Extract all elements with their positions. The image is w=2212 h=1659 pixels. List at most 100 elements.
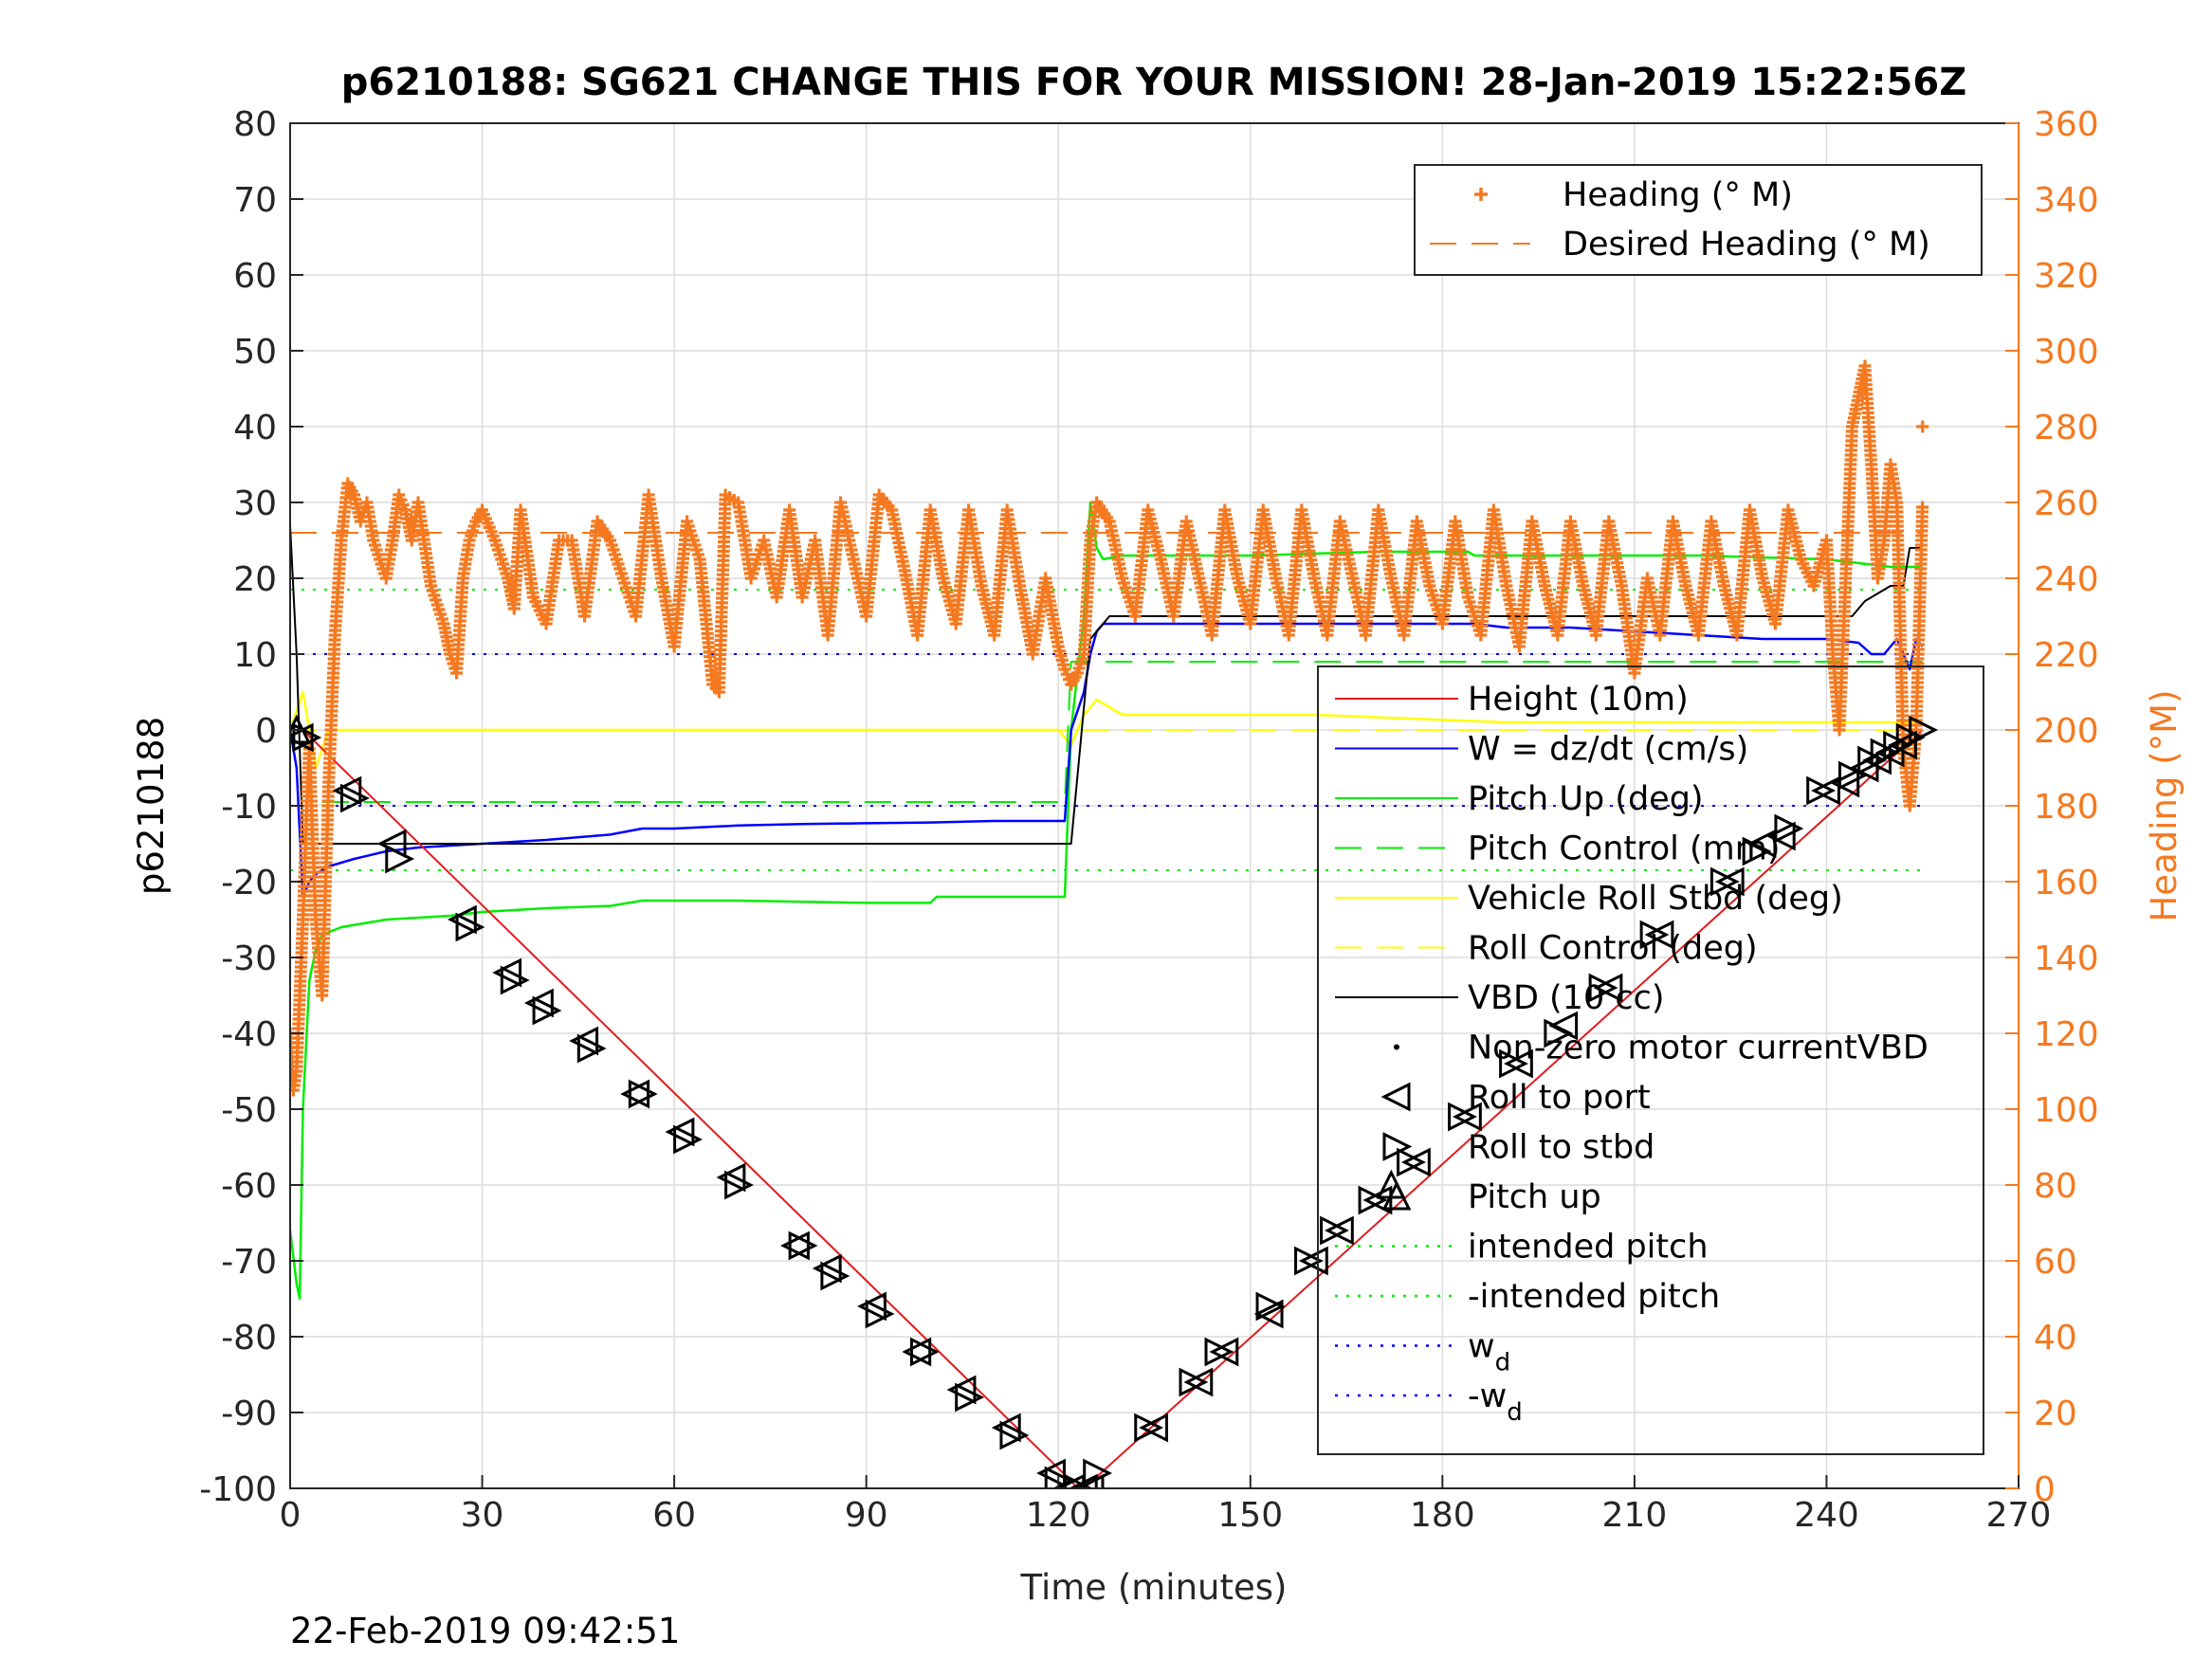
y-right-tick-label: 160: [2034, 864, 2099, 902]
chart-title: p6210188: SG621 CHANGE THIS FOR YOUR MIS…: [341, 61, 1966, 104]
legend-label-subscript: d: [1507, 1398, 1523, 1427]
x-tick-label: 210: [1602, 1496, 1668, 1535]
y-left-tick-label: -70: [221, 1243, 277, 1282]
roll-to-stbd-marker: [1255, 1291, 1286, 1322]
roll-to-port-marker: [1765, 821, 1796, 851]
legend-label-text: Pitch up: [1468, 1178, 1601, 1216]
roll-to-stbd-marker: [955, 1382, 985, 1413]
y-right-tick-label: 260: [2034, 484, 2099, 523]
legend-entry: Pitch Up (deg): [1335, 780, 1704, 818]
x-tick-label: 150: [1217, 1496, 1283, 1535]
y-left-tick-label: 80: [233, 105, 277, 144]
y-left-tick-label: 50: [233, 333, 277, 372]
legend-label-subscript: d: [1495, 1349, 1511, 1377]
legend-swatch-tri-left: [1380, 1082, 1411, 1112]
roll-to-port-marker: [902, 1337, 932, 1367]
legend-label: wd: [1468, 1328, 1510, 1377]
roll-to-stbd-marker: [1179, 1367, 1209, 1397]
roll-to-port-marker: [447, 904, 477, 935]
x-tick-label: 240: [1794, 1496, 1859, 1535]
legend-label: Roll Control (deg): [1468, 930, 1758, 968]
y-left-tick-label: -30: [221, 939, 277, 978]
x-tick-label: 0: [280, 1496, 302, 1535]
y-left-tick-label: 60: [233, 257, 277, 296]
roll-to-stbd-marker: [788, 1231, 818, 1261]
roll-to-stbd-marker: [1774, 813, 1804, 844]
roll-to-stbd-marker: [1083, 1458, 1113, 1488]
y-right-tick-label: 180: [2034, 788, 2099, 827]
roll-to-port-marker: [1504, 1048, 1533, 1079]
y-left-tick-label: -80: [221, 1319, 277, 1358]
roll-to-port-marker: [1324, 1215, 1354, 1246]
roll-to-port-marker: [1888, 730, 1917, 760]
roll-to-port-marker: [620, 1079, 650, 1109]
y-left-axis-ticks: 80 70 60 50 40 30 20 10 0 -10 -20 -30 -40 -50 -60 -70 -8…: [199, 105, 303, 1509]
legend-label: Non-zero motor currentVBD: [1468, 1030, 1929, 1067]
legend-label: Pitch Control (mm): [1468, 830, 1780, 868]
y-right-tick-label: 40: [2034, 1319, 2077, 1358]
legend-label-text: Vehicle Roll Stbd (deg): [1468, 880, 1843, 918]
roll-to-stbd-marker: [1837, 760, 1868, 791]
y-left-tick-label: -100: [199, 1470, 277, 1509]
y-right-axis-ticks: 3603403203002802602402202001801601401201…: [2005, 105, 2099, 1509]
heading-layer: [290, 359, 1929, 1097]
roll-to-stbd-marker: [1639, 920, 1670, 950]
y-left-tick-label: -50: [221, 1091, 277, 1130]
x-axis-ticks: 0 30 60 90 120 150 180 210 240 270: [280, 1475, 2051, 1535]
x-tick-label: 60: [652, 1496, 696, 1535]
roll-to-port-marker: [1253, 1299, 1284, 1329]
legend-label-text: -intended pitch: [1468, 1278, 1720, 1316]
legend-main: Height (10m) W = dz/dt (cm/s) Pitch Up (de…: [1317, 665, 1984, 1455]
y-right-tick-label: 60: [2034, 1243, 2077, 1282]
x-tick-label: 120: [1026, 1496, 1091, 1535]
roll-to-port-marker: [1644, 920, 1674, 950]
legend-swatch-dot: [1394, 1044, 1399, 1050]
roll-to-port-marker: [1862, 745, 1892, 775]
roll-to-port-marker: [1036, 1458, 1066, 1488]
roll-to-stbd-marker: [628, 1079, 658, 1109]
x-tick-label: 90: [845, 1496, 888, 1535]
roll-to-stbd-marker: [1358, 1185, 1388, 1215]
legend-heading-label: Heading (° M): [1563, 176, 1793, 214]
legend-label: Vehicle Roll Stbd (deg): [1468, 880, 1843, 918]
y-right-tick-label: 100: [2034, 1091, 2099, 1130]
legend-label: Roll to port: [1468, 1079, 1651, 1117]
y-right-tick-label: 340: [2034, 181, 2099, 220]
roll-to-stbd-marker: [1742, 836, 1772, 866]
legend-label-text: Roll to port: [1468, 1079, 1651, 1117]
roll-to-stbd-marker: [865, 1299, 895, 1329]
y-right-tick-label: 220: [2034, 636, 2099, 675]
roll-to-port-marker: [1452, 1102, 1482, 1132]
legend-label: -wd: [1468, 1377, 1523, 1427]
legend-heading-box: [1414, 164, 1983, 276]
roll-to-port-marker: [1139, 1413, 1168, 1443]
legend-label: -intended pitch: [1468, 1278, 1720, 1316]
footer-timestamp: 22-Feb-2019 09:42:51: [290, 1611, 680, 1651]
legend-label: Pitch up: [1468, 1178, 1601, 1216]
y-right-tick-label: 120: [2034, 1015, 2099, 1054]
roll-to-stbd-marker: [576, 1033, 607, 1064]
legend-label: Roll to stbd: [1468, 1129, 1654, 1167]
legend-entry: -wd: [1335, 1377, 1523, 1427]
roll-to-port-marker: [716, 1162, 746, 1193]
series-line-pitch-control-mm-: [321, 661, 1923, 803]
legend-label: intended pitch: [1468, 1229, 1709, 1267]
roll-to-stbd-marker: [532, 995, 562, 1026]
legend-entry: wd: [1335, 1328, 1510, 1377]
legend-swatch-tri-up: [1381, 1180, 1412, 1211]
legend-label-text: Pitch Up (deg): [1468, 780, 1704, 818]
roll-to-stbd-marker: [1448, 1102, 1477, 1132]
roll-to-stbd-marker: [1544, 1018, 1574, 1048]
roll-to-port-marker: [1362, 1185, 1393, 1215]
y-right-tick-label: 300: [2034, 333, 2099, 372]
y-right-tick-label: 140: [2034, 939, 2099, 978]
heading-point: [1916, 420, 1929, 433]
legend-label: W = dz/dt (cm/s): [1468, 731, 1748, 769]
legend-entry: intended pitch: [1335, 1229, 1709, 1267]
y-right-tick-label: 280: [2034, 409, 2099, 447]
roll-to-port-marker: [857, 1291, 887, 1322]
legend-label-text: w: [1468, 1328, 1495, 1366]
roll-to-stbd-marker: [673, 1124, 703, 1155]
legend-label-text: Roll to stbd: [1468, 1129, 1654, 1167]
